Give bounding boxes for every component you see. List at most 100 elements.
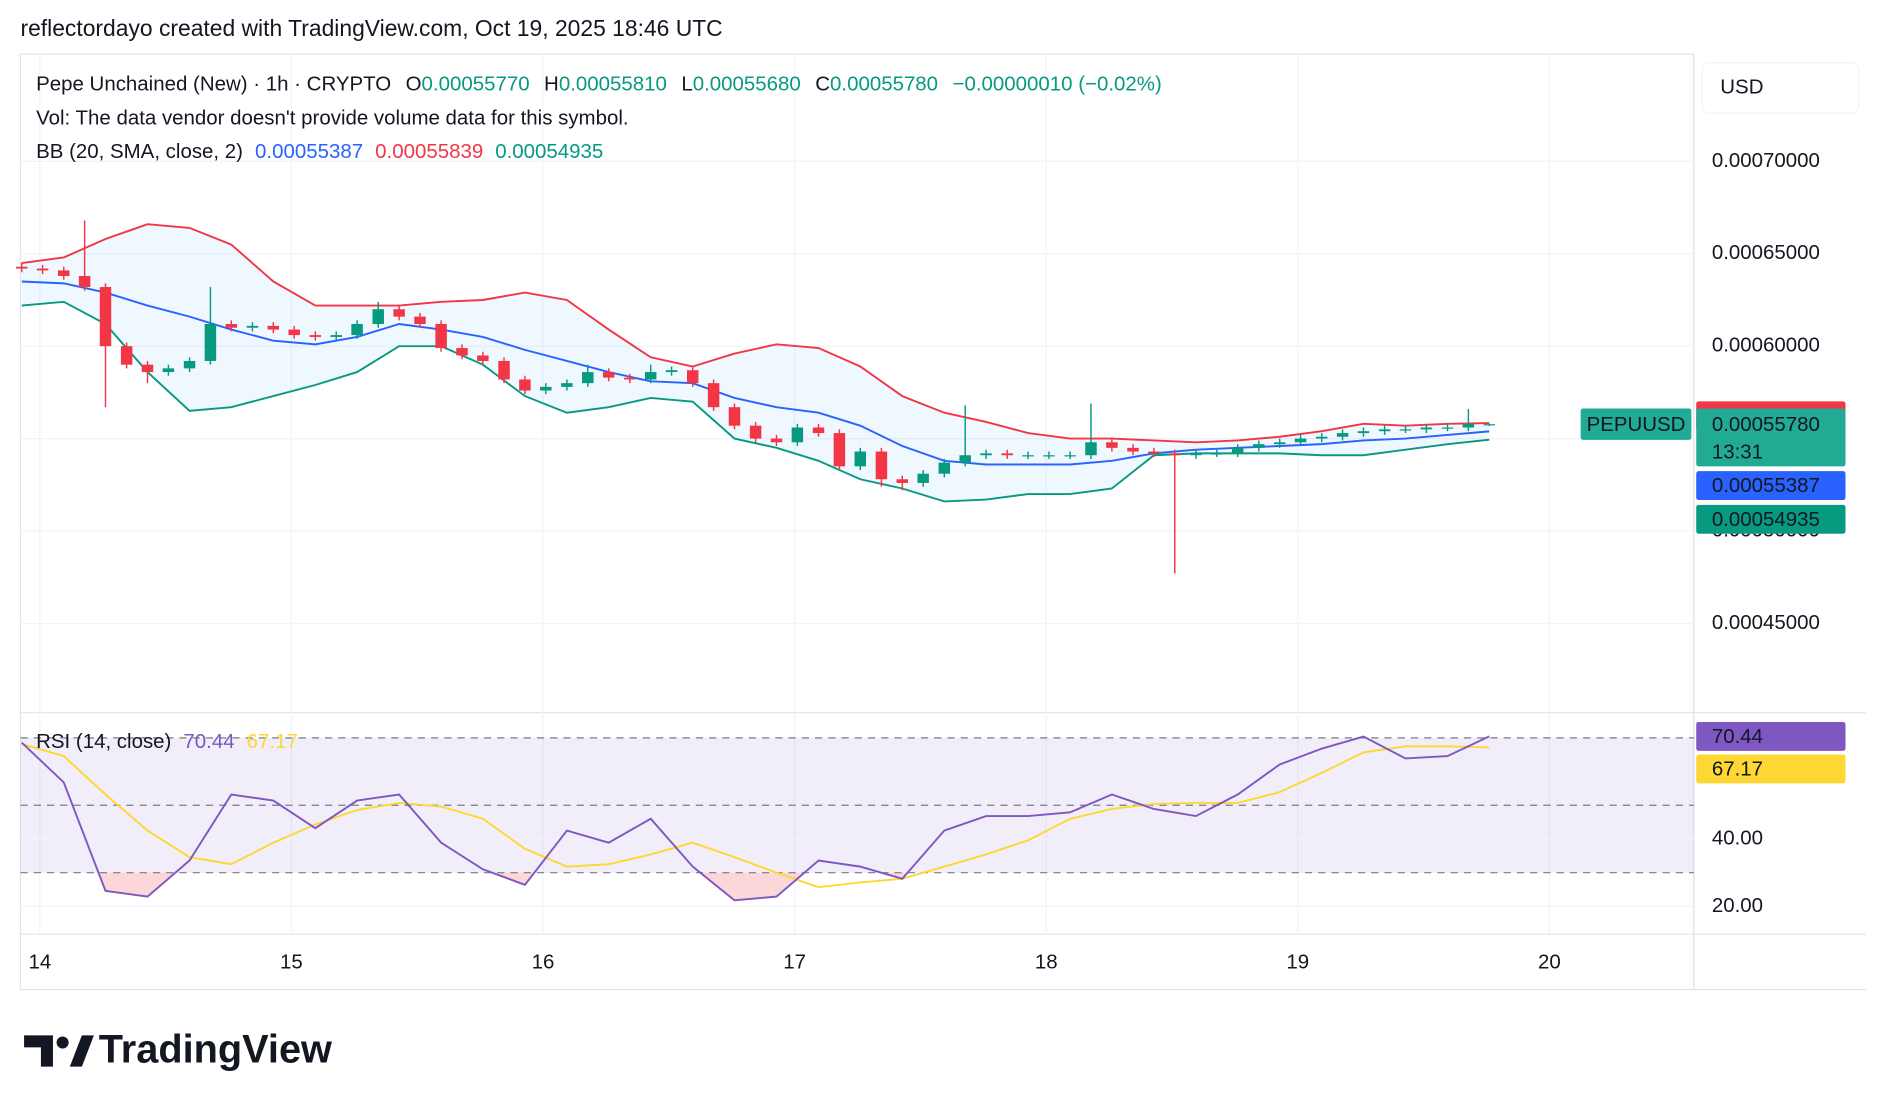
candle-body <box>582 372 594 384</box>
candle-body <box>561 383 573 387</box>
y-tick-label: 0.00060000 <box>1712 334 1820 357</box>
x-tick-label: 15 <box>280 951 303 974</box>
x-tick-label: 20 <box>1538 951 1561 974</box>
symbol: Pepe Unchained (New) · 1h · CRYPTO <box>36 73 391 96</box>
candle-body <box>1148 451 1160 454</box>
c-label: C <box>815 73 830 96</box>
attribution: reflectordayo created with TradingView.c… <box>20 15 722 41</box>
candle-body <box>1273 442 1286 445</box>
rsi-badge-text: 70.44 <box>1712 725 1763 748</box>
candle-body <box>1399 429 1412 431</box>
ohlc-legend: Pepe Unchained (New) · 1h · CRYPTO O0.000… <box>36 73 1162 96</box>
candle-body <box>1085 442 1097 456</box>
candle-body <box>1106 442 1118 448</box>
candle-body <box>1127 447 1139 452</box>
rsi-label: RSI (14, close) <box>36 730 171 753</box>
x-tick-label: 16 <box>532 951 555 974</box>
y-tick-label: 0.00045000 <box>1712 611 1820 634</box>
candle-body <box>1190 453 1202 456</box>
last-price: 0.00055780 <box>1712 413 1820 436</box>
band-line <box>21 280 1490 466</box>
rsi-line <box>21 743 1490 889</box>
bb-middle: 0.00055387 <box>255 140 363 163</box>
candle-body <box>728 407 741 426</box>
candle-body <box>791 427 804 443</box>
candle-body <box>917 473 929 483</box>
y-tick-label: 20.00 <box>1712 894 1763 917</box>
candle-body <box>896 479 909 483</box>
o-label: O <box>406 73 422 96</box>
rsi-value: 70.44 <box>183 730 234 753</box>
candle-body <box>833 433 846 467</box>
change: −0.00000010 (−0.02%) <box>953 73 1162 96</box>
candle-body <box>246 325 259 328</box>
candle-body <box>959 455 971 463</box>
plot-layer: 141516171819200.000450000.000500000.0005… <box>15 54 1820 974</box>
o-value: 0.00055770 <box>422 73 530 96</box>
candle-body <box>393 309 405 317</box>
symbol-badge <box>1580 408 1692 440</box>
candle-body <box>120 346 133 365</box>
candle-body <box>351 324 363 336</box>
c-value: 0.00055780 <box>830 73 938 96</box>
candle-body <box>875 451 888 480</box>
currency: USD <box>1720 75 1763 98</box>
h-value: 0.00055810 <box>559 73 667 96</box>
last-price-badge <box>1696 408 1846 467</box>
candle-body <box>225 324 238 328</box>
candle-body <box>141 364 154 373</box>
y-tick-label: 0.00065000 <box>1712 241 1820 264</box>
volume-note: Vol: The data vendor doesn't provide vol… <box>36 107 628 130</box>
candle-body <box>980 453 992 456</box>
middle-badge-text: 0.00055387 <box>1712 474 1820 497</box>
candle-body <box>644 372 657 380</box>
candle-body <box>1378 429 1391 432</box>
rsi-line <box>21 735 1490 902</box>
middle-badge <box>1696 471 1846 501</box>
countdown: 13:31 <box>1712 440 1763 463</box>
logo-dot <box>56 1036 69 1049</box>
band-fill <box>21 224 1490 502</box>
candle-body <box>938 462 951 474</box>
candle-body <box>749 425 762 439</box>
candle-body <box>1043 455 1055 457</box>
rsi-legend: RSI (14, close) 70.44 67.17 <box>36 730 298 753</box>
candle-body <box>665 370 678 373</box>
candle-body <box>477 355 489 361</box>
legend: Pepe Unchained (New) · 1h · CRYPTO O0.000… <box>36 73 1846 784</box>
l-value: 0.00055680 <box>693 73 801 96</box>
candle-body <box>498 360 510 380</box>
candle-body <box>267 325 280 330</box>
candle-body <box>1253 444 1265 448</box>
candle-body <box>1231 447 1244 454</box>
candle-body <box>1483 424 1496 426</box>
candle-body <box>602 372 615 378</box>
rsi-ma-badge <box>1696 754 1846 784</box>
y-tick-label: 40.00 <box>1712 826 1763 849</box>
rsi-ma-value: 67.17 <box>247 730 298 753</box>
candle-body <box>1064 455 1076 457</box>
bb-label: BB (20, SMA, close, 2) <box>36 140 243 163</box>
candle-body <box>204 324 217 361</box>
y-tick-label: 0.00070000 <box>1712 149 1820 172</box>
candle-body <box>854 451 867 467</box>
lower-badge-text: 0.00054935 <box>1712 508 1820 531</box>
candle-body <box>1420 427 1433 430</box>
candle-body <box>309 335 322 337</box>
x-tick-label: 18 <box>1035 951 1058 974</box>
frame: USD <box>19 53 1866 991</box>
bb-lower: 0.00054935 <box>495 140 603 163</box>
candle-body <box>288 329 300 336</box>
candle-body <box>1336 433 1349 437</box>
bb-upper: 0.00055839 <box>375 140 483 163</box>
candle-body <box>1022 455 1034 457</box>
candle-body <box>435 324 447 349</box>
candle-body <box>624 377 636 380</box>
candle-body <box>99 287 112 347</box>
x-tick-label: 19 <box>1286 951 1309 974</box>
candle-body <box>1169 453 1181 456</box>
currency-box[interactable] <box>1701 61 1860 114</box>
x-tick-label: 17 <box>783 951 806 974</box>
